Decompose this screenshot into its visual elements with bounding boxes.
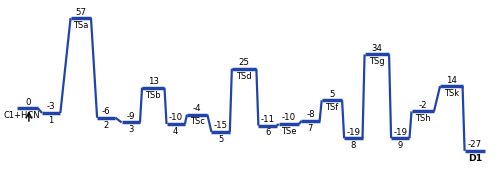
Text: TSd: TSd (236, 71, 252, 81)
Text: 5: 5 (329, 90, 334, 99)
Text: -19: -19 (394, 128, 407, 137)
Text: TSk: TSk (444, 89, 459, 98)
Text: -11: -11 (260, 115, 274, 124)
Text: -3: -3 (47, 102, 56, 111)
Text: TSc: TSc (190, 117, 204, 126)
Text: 6: 6 (265, 128, 270, 137)
Text: -9: -9 (126, 112, 135, 121)
Text: 5: 5 (218, 135, 224, 144)
Text: 14: 14 (446, 76, 457, 84)
Text: 4: 4 (173, 127, 178, 136)
Text: -15: -15 (214, 121, 228, 130)
Text: -27: -27 (468, 140, 482, 149)
Text: 1: 1 (48, 116, 54, 125)
Text: 2: 2 (104, 120, 109, 130)
Text: 25: 25 (238, 58, 250, 67)
Text: 8: 8 (350, 141, 356, 150)
Text: 13: 13 (148, 77, 159, 86)
Text: -2: -2 (418, 101, 427, 110)
Text: TSf: TSf (326, 103, 338, 112)
Text: -10: -10 (168, 113, 183, 123)
Text: D1: D1 (468, 154, 482, 163)
Text: 9: 9 (398, 141, 403, 150)
Text: C1+HCN: C1+HCN (4, 111, 40, 120)
Text: TSg: TSg (369, 57, 384, 66)
Text: TSa: TSa (73, 21, 88, 30)
Text: 0: 0 (25, 98, 30, 107)
Text: -4: -4 (193, 104, 202, 113)
Text: 7: 7 (308, 124, 313, 133)
Text: TSe: TSe (282, 127, 297, 136)
Text: 34: 34 (372, 44, 382, 53)
Text: -19: -19 (346, 128, 360, 137)
Text: -6: -6 (102, 107, 110, 116)
Text: -10: -10 (282, 113, 296, 123)
Text: 57: 57 (76, 7, 86, 17)
Text: -8: -8 (306, 110, 315, 119)
Text: 3: 3 (128, 125, 134, 134)
Text: TSh: TSh (415, 114, 430, 123)
Text: TSb: TSb (146, 91, 161, 100)
